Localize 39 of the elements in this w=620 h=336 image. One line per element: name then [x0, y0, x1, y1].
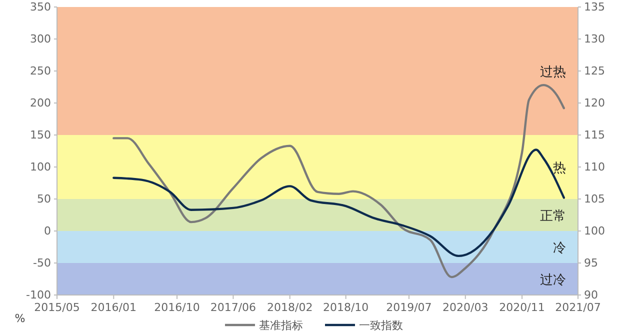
legend-label: 基准指标: [259, 319, 303, 332]
band-label: 过热: [540, 65, 566, 80]
y2-tick-label: 130: [584, 32, 605, 46]
x-tick-label: 2016/10: [154, 301, 200, 314]
y2-tick-label: 95: [584, 256, 598, 270]
y-tick-label: 100: [30, 160, 51, 174]
x-tick-label: 2017/06: [210, 301, 256, 314]
x-tick-label: 2018/02: [267, 301, 313, 314]
line-series: [112, 148, 565, 258]
x-tick-label: 2016/01: [90, 301, 137, 314]
y-tick-label: -100: [26, 288, 51, 302]
x-tick-label: 2015/05: [34, 301, 80, 314]
y2-tick-label: 100: [584, 224, 605, 238]
band-label: 冷: [553, 241, 566, 256]
y-tick-label: 300: [30, 32, 51, 46]
x-tick-label: 2020/11: [499, 301, 545, 314]
y2-tick-label: 105: [584, 192, 605, 206]
y2-tick-label: 125: [584, 64, 605, 78]
band-label: 过冷: [540, 273, 566, 288]
y-tick-label: 200: [30, 96, 51, 110]
y-tick-label: 150: [30, 128, 51, 142]
x-tick-label: 2021/07: [555, 301, 601, 314]
y-tick-label: 50: [37, 192, 51, 206]
y2-tick-label: 120: [584, 96, 605, 110]
y-tick-label: 250: [30, 64, 51, 78]
y2-tick-label: 135: [584, 0, 605, 14]
y-tick-label: 0: [44, 224, 51, 238]
y-tick-label: -50: [33, 256, 51, 270]
legend-label: 一致指数: [359, 319, 403, 332]
y-tick-label: 350: [30, 0, 51, 14]
band-label: 热: [553, 161, 566, 176]
y-axis-title: %: [14, 312, 26, 325]
y2-tick-label: 115: [584, 128, 605, 142]
y2-tick-label: 90: [584, 288, 598, 302]
band-label: 正常: [540, 209, 566, 224]
x-tick-label: 2018/10: [322, 301, 369, 314]
y2-tick-label: 110: [584, 160, 605, 174]
x-tick-label: 2019/07: [386, 301, 432, 314]
x-tick-label: 2020/03: [442, 301, 488, 314]
